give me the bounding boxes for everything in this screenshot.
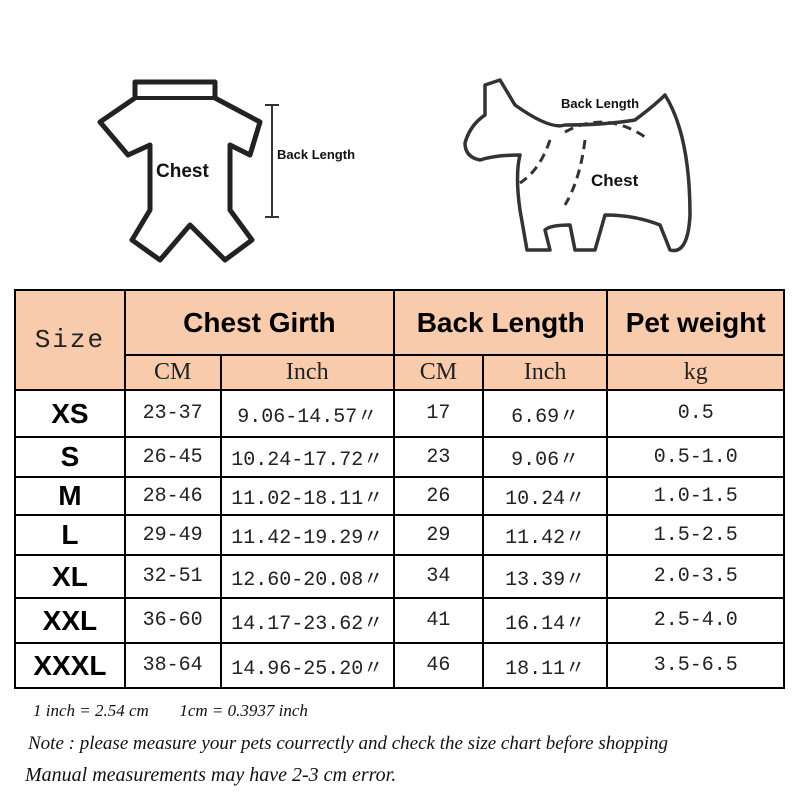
conversion-cm: 1cm = 0.3937 inch [179, 701, 308, 720]
cell-size: L [14, 514, 126, 556]
cell-back-cm: 23 [393, 436, 484, 478]
cell-back-cm: 41 [393, 597, 484, 644]
cell-back-cm: 17 [393, 389, 484, 438]
cell-size: XL [14, 554, 126, 599]
cell-chest-inch: 11.02-18.11〃 [219, 476, 396, 516]
unit-back-inch: Inch [481, 354, 609, 391]
cell-chest-cm: 26-45 [123, 436, 222, 478]
garment-chest-label: Chest [156, 161, 209, 182]
cell-weight: 1.0-1.5 [606, 476, 785, 516]
cell-back-cm: 34 [393, 554, 484, 599]
cell-back-inch: 6.69〃 [481, 389, 609, 438]
cell-back-cm: 29 [393, 514, 484, 556]
header-row: Size Chest Girth Back Length Pet weight [14, 289, 785, 391]
table-row: XS 23-37 9.06-14.57〃 17 6.69〃 0.5 [14, 389, 785, 438]
header-back-length: Back Length [392, 289, 609, 356]
cell-chest-inch: 11.42-19.29〃 [219, 514, 396, 556]
cell-weight: 2.0-3.5 [606, 554, 785, 599]
cell-size: M [14, 476, 126, 516]
cell-weight: 1.5-2.5 [606, 514, 785, 556]
cell-chest-inch: 14.96-25.20〃 [219, 642, 396, 689]
cell-chest-cm: 38-64 [123, 642, 222, 689]
cell-chest-cm: 29-49 [123, 514, 222, 556]
error-note: Manual measurements may have 2-3 cm erro… [25, 764, 397, 786]
table-row: XXL 36-60 14.17-23.62〃 41 16.14〃 2.5-4.0 [14, 597, 785, 644]
cell-back-inch: 10.24〃 [481, 476, 609, 516]
cell-back-cm: 26 [393, 476, 484, 516]
cell-size: S [14, 436, 126, 478]
cell-back-inch: 18.11〃 [481, 642, 609, 689]
dog-back-length-label: Back Length [561, 96, 640, 111]
unit-chest-inch: Inch [219, 354, 396, 391]
cell-back-inch: 16.14〃 [481, 597, 609, 644]
cell-chest-cm: 23-37 [123, 389, 222, 438]
cell-back-cm: 46 [393, 642, 484, 689]
header-chest-girth: Chest Girth [123, 289, 396, 356]
cell-chest-inch: 14.17-23.62〃 [219, 597, 396, 644]
header-size: Size [14, 289, 126, 391]
table-row: L 29-49 11.42-19.29〃 29 11.42〃 1.5-2.5 [14, 514, 785, 556]
cell-size: XXXL [14, 642, 126, 689]
unit-back-cm: CM [393, 354, 484, 391]
cell-chest-cm: 28-46 [123, 476, 222, 516]
table-row: XL 32-51 12.60-20.08〃 34 13.39〃 2.0-3.5 [14, 554, 785, 599]
header-pet-weight: Pet weight [606, 289, 785, 356]
size-chart-table: Size Chest Girth Back Length Pet weight … [14, 289, 785, 689]
cell-back-inch: 13.39〃 [481, 554, 609, 599]
cell-size: XS [14, 389, 126, 438]
cell-chest-cm: 32-51 [123, 554, 222, 599]
cell-size: XXL [14, 597, 126, 644]
table-row: M 28-46 11.02-18.11〃 26 10.24〃 1.0-1.5 [14, 476, 785, 516]
cell-chest-inch: 9.06-14.57〃 [219, 389, 396, 438]
garment-outline-diagram [97, 79, 279, 263]
cell-back-inch: 9.06〃 [481, 436, 609, 478]
cell-weight: 0.5-1.0 [606, 436, 785, 478]
garment-back-length-label: Back Length [277, 147, 356, 162]
cell-weight: 2.5-4.0 [606, 597, 785, 644]
conversion-note: 1 inch = 2.54 cm 1cm = 0.3937 inch [33, 701, 308, 721]
cell-weight: 3.5-6.5 [606, 642, 785, 689]
cell-chest-inch: 10.24-17.72〃 [219, 436, 396, 478]
cell-chest-cm: 36-60 [123, 597, 222, 644]
unit-row: CM Inch CM Inch kg [15, 354, 785, 391]
table-row: XXXL 38-64 14.96-25.20〃 46 18.11〃 3.5-6.5 [14, 642, 785, 689]
measure-note: Note : please measure your pets courrect… [28, 733, 669, 754]
conversion-inch: 1 inch = 2.54 cm [33, 701, 149, 720]
unit-chest-cm: CM [123, 354, 222, 391]
cell-weight: 0.5 [606, 389, 785, 438]
cell-back-inch: 11.42〃 [481, 514, 609, 556]
cell-chest-inch: 12.60-20.08〃 [219, 554, 396, 599]
table-row: S 26-45 10.24-17.72〃 23 9.06〃 0.5-1.0 [14, 436, 785, 478]
dog-chest-label: Chest [591, 171, 639, 190]
dog-outline-diagram [463, 78, 692, 253]
unit-weight: kg [606, 354, 785, 391]
